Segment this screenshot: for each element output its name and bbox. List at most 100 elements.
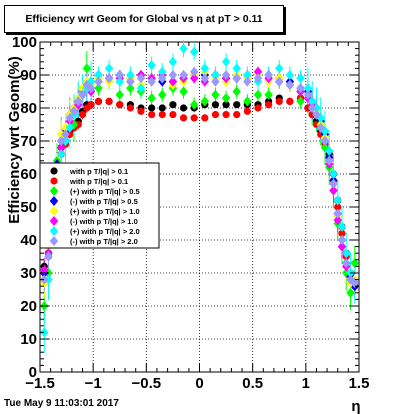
- data-point: [243, 76, 252, 87]
- data-point: [179, 104, 188, 112]
- x-tick-label: 1: [302, 375, 310, 392]
- y-tick-label: 80: [20, 100, 37, 117]
- data-point: [94, 70, 103, 80]
- data-point: [189, 46, 199, 57]
- data-point: [333, 215, 342, 226]
- x-tick-label: −1: [85, 375, 102, 392]
- data-point: [105, 97, 113, 105]
- data-point: [115, 76, 124, 87]
- data-point: [211, 70, 220, 80]
- legend-label: with p T/|q| > 0.1: [69, 177, 128, 186]
- data-point: [211, 111, 220, 119]
- x-tick-label: −0.5: [132, 375, 162, 392]
- legend-marker: [49, 186, 59, 196]
- timestamp: Tue May 9 11:03:01 2017: [4, 398, 119, 409]
- data-point: [57, 149, 66, 160]
- data-point: [211, 89, 220, 100]
- data-point: [104, 73, 114, 84]
- data-point: [233, 111, 241, 119]
- y-tick-label: 90: [20, 67, 37, 84]
- data-point: [190, 114, 198, 122]
- data-points: [40, 43, 359, 338]
- data-point: [285, 70, 295, 80]
- x-tick-label: 0.5: [242, 375, 263, 392]
- data-point: [78, 111, 87, 119]
- data-point: [40, 274, 49, 285]
- legend-marker: [50, 177, 58, 185]
- data-point: [40, 327, 49, 338]
- data-point: [312, 109, 321, 120]
- data-point: [303, 83, 313, 94]
- data-point: [179, 43, 188, 54]
- data-point: [147, 76, 156, 87]
- data-point: [86, 76, 96, 87]
- data-point: [147, 93, 156, 104]
- y-tick-label: 50: [20, 199, 37, 216]
- data-point: [137, 107, 145, 115]
- data-point: [65, 122, 74, 133]
- data-point: [69, 106, 79, 117]
- data-point: [189, 99, 199, 110]
- data-point: [44, 274, 53, 285]
- data-point: [147, 60, 156, 71]
- data-point: [333, 208, 342, 219]
- data-point: [265, 101, 273, 109]
- chart-title: Efficiency wrt Geom for Global vs η at p…: [25, 13, 263, 25]
- data-point: [61, 129, 70, 140]
- data-point: [104, 63, 114, 74]
- legend-marker: [49, 236, 59, 246]
- data-point: [74, 96, 83, 107]
- data-point: [286, 97, 294, 105]
- legend-label: (+) with p T/|q| > 0.5: [70, 187, 140, 196]
- data-point: [40, 264, 49, 275]
- data-point: [243, 96, 252, 107]
- data-point: [308, 96, 317, 107]
- data-point: [325, 145, 334, 156]
- data-point: [57, 142, 66, 153]
- legend-marker: [49, 226, 59, 236]
- y-axis-label: Efficiency wrt Geom(%): [6, 56, 23, 224]
- data-point: [200, 96, 210, 107]
- data-point: [78, 89, 87, 100]
- data-point: [179, 70, 188, 80]
- legend-marker: [49, 216, 59, 226]
- x-tick-label: 0: [195, 375, 203, 392]
- data-point: [329, 169, 338, 179]
- data-point: [61, 136, 70, 146]
- data-point: [115, 89, 124, 100]
- data-point: [338, 229, 346, 237]
- data-point: [57, 129, 66, 140]
- data-point: [350, 277, 359, 288]
- data-point: [296, 83, 305, 94]
- data-point: [308, 103, 317, 113]
- data-point: [350, 258, 359, 269]
- data-point: [136, 73, 146, 84]
- y-tick-label: 70: [20, 133, 37, 150]
- data-point: [264, 89, 273, 100]
- data-point: [337, 221, 347, 232]
- data-point: [253, 89, 263, 100]
- data-point: [346, 287, 355, 298]
- x-axis-label: η: [351, 398, 360, 414]
- legend-label: (-) with p T/|q| > 0.5: [70, 197, 138, 206]
- legend-label: (-) with p T/|q| > 1.0: [70, 217, 138, 226]
- data-point: [158, 111, 166, 119]
- data-point: [233, 101, 241, 109]
- data-point: [168, 76, 178, 87]
- legend-label: with p T/|q| > 0.1: [69, 167, 128, 176]
- data-point: [320, 136, 330, 146]
- legend-marker: [50, 167, 58, 175]
- data-point: [275, 76, 284, 87]
- data-point: [168, 56, 178, 67]
- data-point: [254, 104, 262, 112]
- data-point: [296, 96, 305, 107]
- data-point: [285, 79, 295, 90]
- y-tick-label: 60: [20, 166, 37, 183]
- data-point: [264, 70, 273, 80]
- chart-title-box: Efficiency wrt Geom for Global vs η at p…: [4, 5, 284, 33]
- data-point: [342, 248, 351, 259]
- data-point: [275, 63, 284, 74]
- data-point: [158, 66, 167, 77]
- y-tick-label: 40: [20, 232, 37, 249]
- y-tick-label: 0: [29, 364, 37, 381]
